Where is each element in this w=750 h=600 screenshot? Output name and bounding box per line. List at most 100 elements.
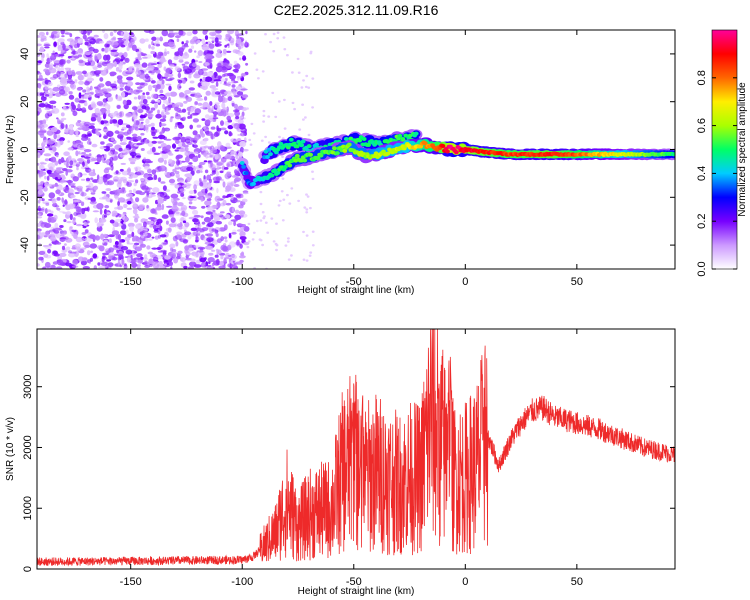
- noise-speckle: [272, 32, 276, 36]
- noise-speckle: [46, 130, 54, 136]
- noise-speckle: [68, 250, 72, 254]
- noise-speckle: [151, 93, 158, 99]
- noise-speckle: [160, 129, 164, 135]
- noise-speckle: [272, 240, 276, 243]
- noise-speckle: [177, 250, 183, 254]
- ridge-cell: [265, 155, 270, 159]
- noise-speckle: [92, 253, 98, 259]
- noise-speckle: [284, 244, 288, 247]
- noise-speckle: [78, 80, 85, 85]
- noise-speckle: [106, 43, 110, 48]
- noise-speckle: [92, 66, 98, 70]
- noise-speckle: [169, 64, 175, 67]
- noise-speckle: [206, 233, 214, 237]
- noise-speckle: [58, 89, 66, 95]
- noise-speckle: [225, 142, 231, 148]
- noise-speckle: [199, 85, 206, 89]
- noise-speckle: [176, 38, 180, 42]
- noise-speckle: [192, 218, 199, 223]
- noise-speckle: [108, 238, 112, 243]
- ridge-cell: [454, 150, 459, 155]
- ridge-cell: [241, 164, 247, 169]
- noise-speckle: [209, 148, 217, 154]
- noise-speckle: [137, 105, 143, 110]
- noise-speckle: [61, 35, 65, 38]
- noise-speckle: [286, 54, 289, 57]
- noise-speckle: [122, 99, 127, 106]
- noise-speckle: [47, 127, 53, 130]
- noise-speckle: [233, 184, 240, 187]
- noise-speckle: [184, 51, 188, 56]
- noise-speckle: [224, 36, 230, 42]
- colorbar-tick-label: 0.8: [696, 70, 708, 85]
- noise-speckle: [204, 76, 213, 82]
- noise-speckle: [188, 87, 195, 91]
- noise-speckle: [84, 62, 91, 66]
- noise-speckle: [50, 156, 57, 163]
- noise-speckle: [220, 236, 224, 242]
- noise-speckle: [189, 124, 193, 130]
- noise-speckle: [107, 262, 114, 267]
- noise-speckle: [75, 236, 83, 243]
- noise-speckle: [37, 230, 41, 234]
- noise-speckle: [84, 156, 91, 159]
- noise-speckle: [151, 36, 157, 41]
- noise-speckle: [191, 62, 197, 67]
- noise-speckle: [272, 50, 276, 53]
- noise-speckle: [204, 35, 209, 40]
- noise-speckle: [214, 91, 221, 95]
- noise-speckle: [175, 211, 180, 215]
- noise-speckle: [67, 140, 70, 143]
- ridge-cell: [342, 148, 348, 153]
- noise-speckle: [181, 79, 186, 84]
- noise-speckle: [187, 233, 192, 240]
- noise-speckle: [102, 120, 109, 124]
- noise-speckle: [61, 232, 67, 235]
- noise-speckle: [85, 166, 89, 168]
- noise-speckle: [224, 214, 231, 219]
- ridge-cell: [272, 168, 278, 173]
- noise-speckle: [46, 53, 49, 58]
- noise-speckle: [223, 91, 229, 94]
- noise-speckle: [213, 215, 221, 221]
- noise-speckle: [213, 239, 218, 245]
- noise-speckle: [86, 159, 91, 164]
- noise-speckle: [95, 128, 99, 135]
- noise-speckle: [155, 113, 162, 119]
- noise-speckle: [53, 253, 60, 257]
- noise-speckle: [50, 210, 54, 214]
- noise-speckle: [142, 92, 145, 95]
- noise-speckle: [37, 189, 44, 195]
- noise-speckle: [198, 68, 204, 76]
- noise-speckle: [148, 220, 154, 225]
- noise-speckle: [178, 124, 185, 129]
- noise-speckle: [203, 152, 207, 157]
- ridge-cell: [306, 144, 312, 149]
- noise-speckle: [81, 191, 84, 197]
- noise-speckle: [207, 71, 214, 77]
- noise-speckle: [135, 190, 143, 195]
- noise-speckle: [44, 181, 49, 188]
- noise-speckle: [227, 125, 234, 130]
- noise-speckle: [174, 106, 179, 112]
- noise-speckle: [246, 107, 249, 110]
- noise-speckle: [97, 64, 102, 68]
- noise-speckle: [114, 222, 119, 227]
- noise-speckle: [205, 211, 213, 215]
- noise-speckle: [138, 204, 146, 209]
- noise-speckle: [118, 187, 122, 190]
- noise-speckle: [233, 122, 240, 130]
- noise-speckle: [203, 175, 206, 181]
- noise-speckle: [151, 80, 156, 84]
- ridge-cell: [361, 137, 367, 141]
- noise-speckle: [186, 252, 192, 256]
- noise-speckle: [146, 96, 151, 100]
- noise-speckle: [170, 217, 176, 224]
- noise-speckle: [204, 119, 211, 125]
- noise-speckle: [123, 38, 126, 42]
- noise-speckle: [258, 238, 262, 241]
- x-axis-label: Height of straight line (km): [298, 285, 415, 296]
- noise-speckle: [86, 131, 92, 137]
- noise-speckle: [288, 202, 292, 205]
- noise-speckle: [240, 41, 244, 46]
